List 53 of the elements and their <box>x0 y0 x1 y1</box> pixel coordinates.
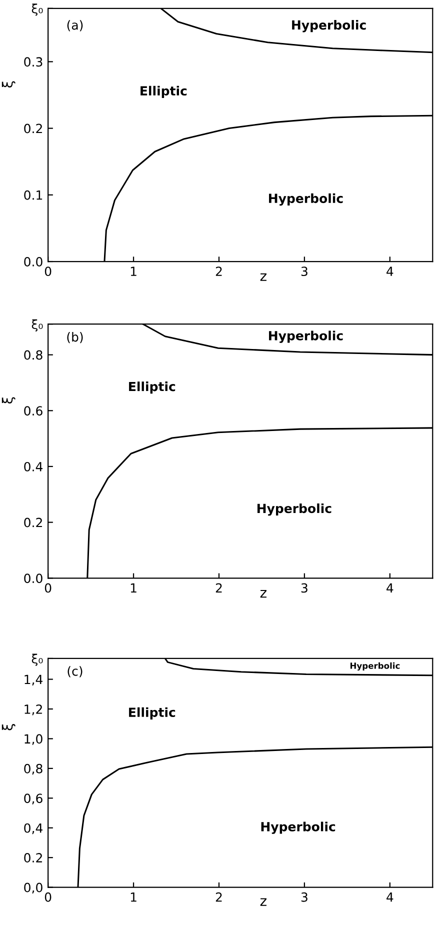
x-tick-label: 3 <box>301 266 308 276</box>
x-axis-title: z <box>260 590 266 598</box>
annotation: Hyperbolic <box>257 503 332 516</box>
y-tick-label: 0,4 <box>24 823 43 834</box>
x-tick-label: 3 <box>301 583 308 593</box>
x-tick-label: 0 <box>44 266 52 276</box>
x-tick-label: 0 <box>44 583 52 593</box>
y-tick-label: 0.6 <box>24 406 42 416</box>
x-tick-label: 1 <box>130 583 136 593</box>
y-tick-label: 0,8 <box>24 764 42 775</box>
y-axis-title: ξ <box>2 397 16 404</box>
y-tick-label: 0.4 <box>24 462 43 472</box>
y-tick-label: 1,0 <box>24 734 42 745</box>
y-tick-label: 0.2 <box>24 853 42 863</box>
x-tick-label: 4 <box>386 892 394 902</box>
y-tick-label: 0.2 <box>24 518 42 528</box>
annotation: Hyperbolic <box>261 822 336 834</box>
y-tick-label: 0.8 <box>24 350 42 360</box>
y-tick-label: 0.2 <box>24 124 42 134</box>
y-tick-label: 0.1 <box>24 190 42 200</box>
x-axis-title: z <box>260 898 266 906</box>
annotation: Hyperbolic <box>269 330 343 343</box>
annotation: Hyperbolic <box>292 20 366 32</box>
y-tick-label: 1,2 <box>24 704 42 716</box>
x-tick-label: 2 <box>216 892 222 902</box>
y-tick-label: 0.0 <box>24 574 42 584</box>
x-tick-label: 4 <box>386 583 394 593</box>
x-tick-label: 1 <box>130 266 136 276</box>
y-tick-label: 0,6 <box>24 794 42 804</box>
x-tick-label: 0 <box>44 892 52 902</box>
x-axis-title: z <box>260 273 266 281</box>
y-axis-title: ξ <box>2 81 16 88</box>
y-tick-label: 0.3 <box>24 57 42 67</box>
annotation: Hyperbolic <box>269 193 343 206</box>
y-tick-label: 0,0 <box>24 882 42 894</box>
annotation: Elliptic <box>129 382 176 394</box>
x-tick-label: 4 <box>386 266 394 276</box>
y-tick-label: 0.0 <box>24 256 42 266</box>
annotation: Hyperbolic <box>350 662 400 671</box>
y-tick-label: ξ₀ <box>32 319 43 332</box>
y-tick-label: ξ₀ <box>32 4 43 16</box>
annotation: (b) <box>67 332 83 344</box>
annotation: (c) <box>68 666 82 678</box>
y-tick-label: ξ₀ <box>32 654 43 666</box>
x-tick-label: 1 <box>130 892 136 902</box>
x-tick-label: 2 <box>216 583 222 593</box>
x-tick-label: 2 <box>216 266 222 276</box>
annotation: (a) <box>67 20 83 32</box>
y-axis-title: ξ <box>2 724 16 730</box>
x-tick-label: 3 <box>301 892 308 902</box>
annotation: Elliptic <box>140 86 187 98</box>
y-tick-label: 1,4 <box>24 674 43 686</box>
annotation: Elliptic <box>129 707 176 720</box>
